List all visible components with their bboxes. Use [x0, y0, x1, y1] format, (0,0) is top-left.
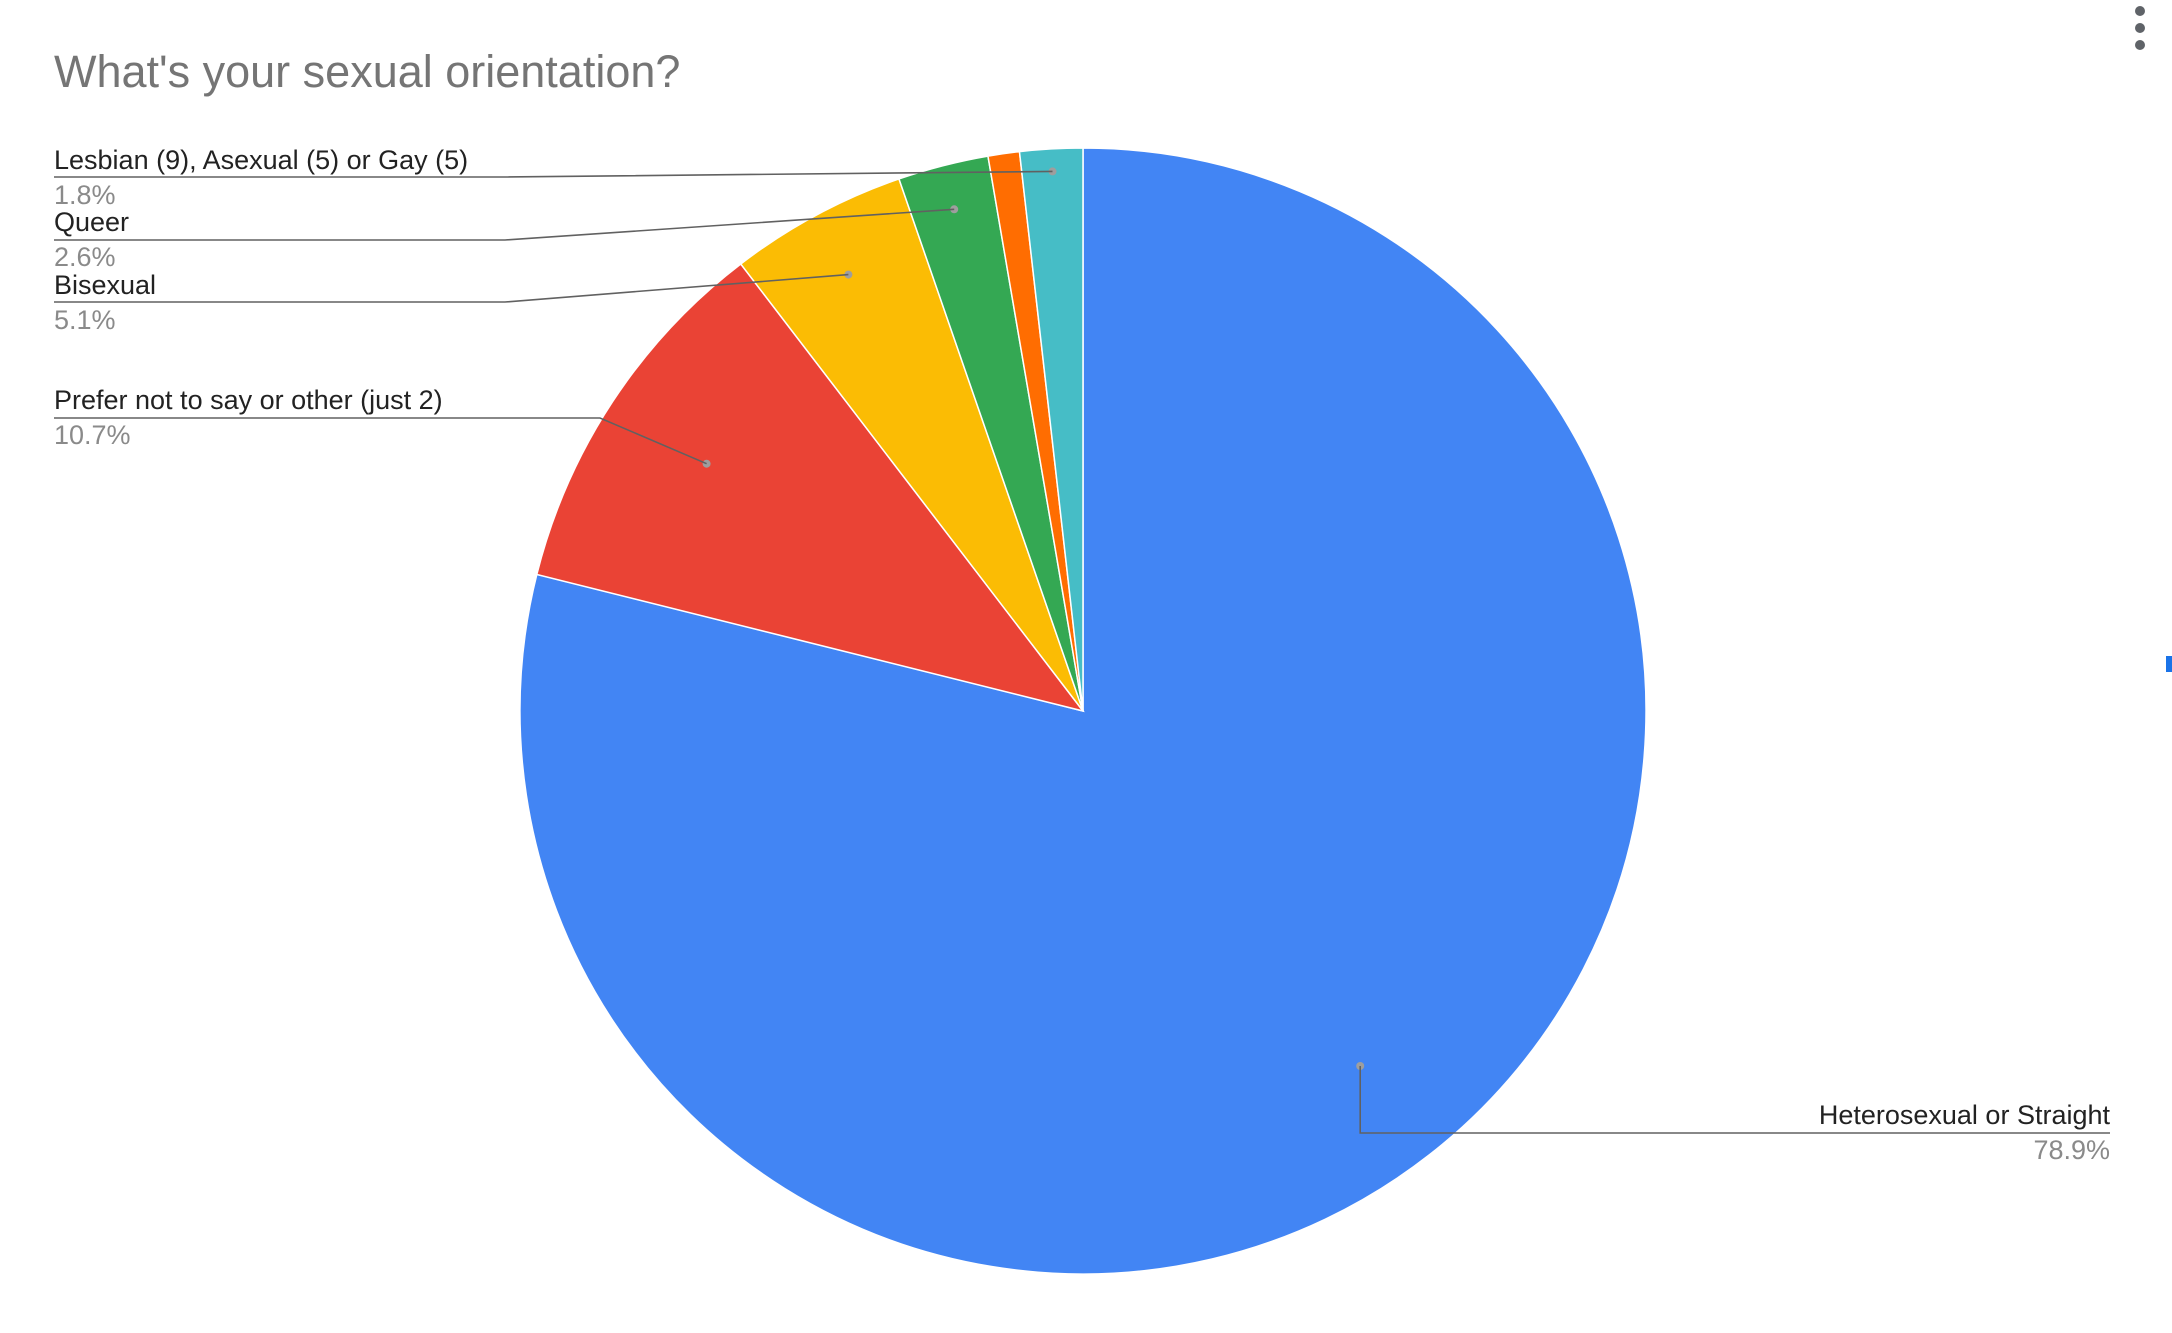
slice-labels: Heterosexual or Straight 78.9% Prefer not …: [54, 145, 2110, 1165]
leader-line-6: [54, 170, 1053, 178]
leader-line-2: [54, 417, 707, 465]
more-vert-icon[interactable]: [2128, 6, 2152, 50]
leader-line-4: [54, 208, 955, 241]
leader-line-1: [1359, 1066, 2110, 1134]
slice-percent-3: 5.1%: [54, 305, 116, 335]
slice-label-4: Queer: [54, 207, 129, 237]
pie-slice-6[interactable]: [1018, 147, 1084, 712]
slice-percent-1: 78.9%: [2033, 1135, 2110, 1165]
slice-label-2: Prefer not to say or other (just 2): [54, 385, 443, 415]
leader-line-3: [54, 273, 849, 303]
slice-label-6: Lesbian (9), Asexual (5) or Gay (5): [54, 145, 468, 175]
pie-slices: [519, 147, 1647, 1275]
scroll-edge-marker: [2166, 656, 2172, 672]
pie-slice-3[interactable]: [739, 177, 1084, 712]
slice-percent-6: 1.8%: [54, 180, 116, 210]
leader-lines: [54, 167, 2110, 1134]
slice-label-1: Heterosexual or Straight: [1819, 1100, 2111, 1130]
chart-title: What's your sexual orientation?: [54, 46, 681, 97]
slice-label-3: Bisexual: [54, 270, 156, 300]
pie-slice-2[interactable]: [535, 262, 1085, 713]
slice-percent-4: 2.6%: [54, 242, 116, 272]
slice-percent-2: 10.7%: [54, 420, 131, 450]
